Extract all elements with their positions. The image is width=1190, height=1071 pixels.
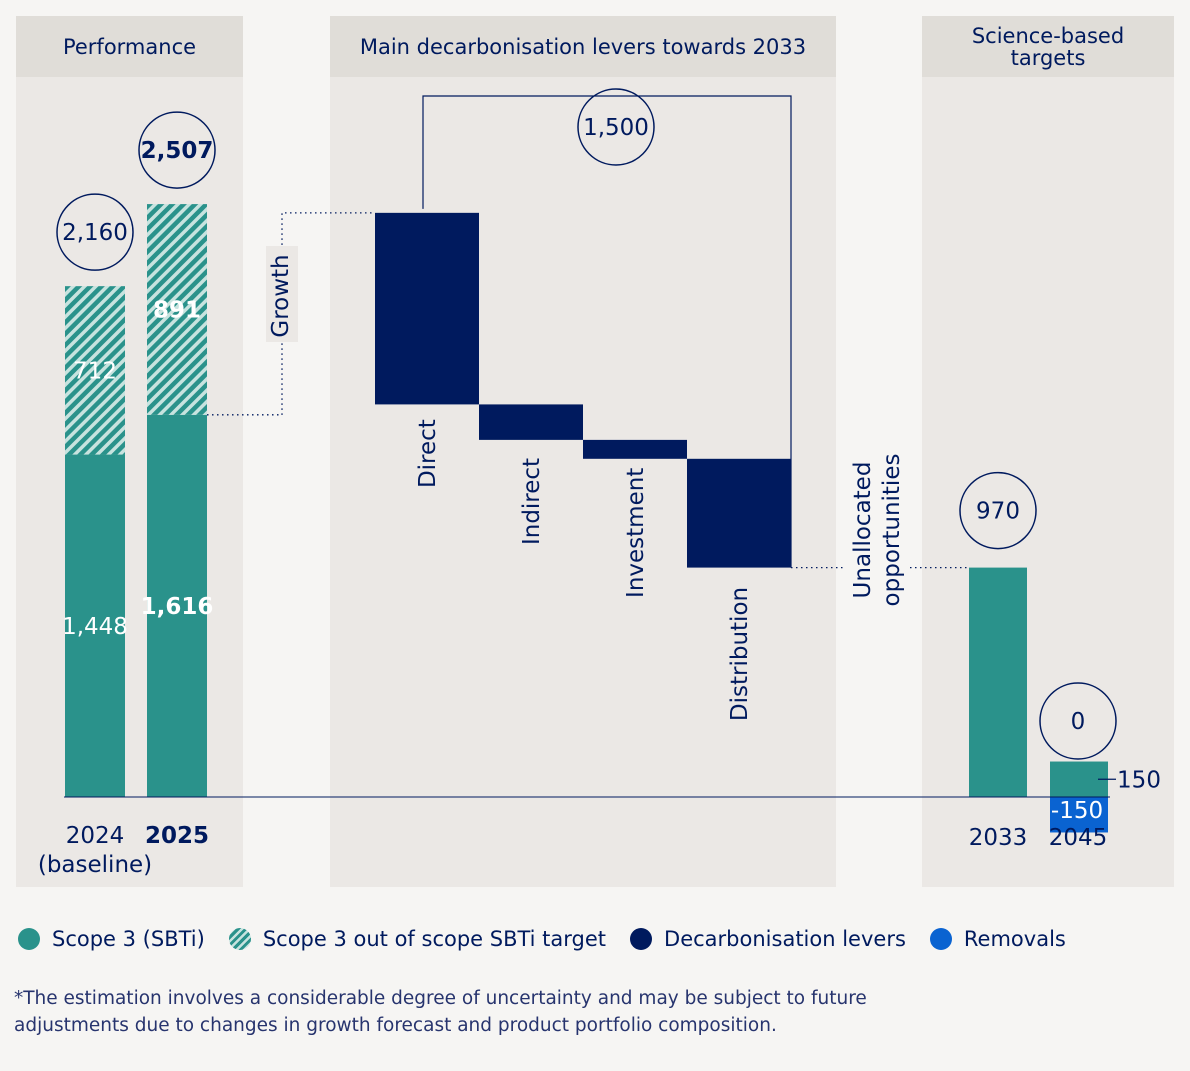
legend-item-removals: Removals [929,927,1066,951]
lever-bar-distribution [687,458,791,568]
bar-2024-out-of-scope [65,286,125,455]
lever-bar-indirect [479,404,583,440]
legend-item-scope3: Scope 3 (SBTi) [18,927,205,951]
lever-label-investment: Investment [623,468,649,598]
removals-swatch-icon [929,928,952,950]
levers-bracket [422,95,792,568]
growth-label: Growth [268,254,294,337]
legend-item-levers: Decarbonisation levers [630,927,906,951]
data-label-out-2025: 891 [153,297,201,323]
target-2045-circle [1039,682,1117,760]
total-2025-circle [138,111,216,189]
bar-2025-scope3 [147,414,207,797]
levers-swatch-icon [630,928,653,950]
target-bar-2033 [969,567,1027,797]
legend-label: Scope 3 out of scope SBTi target [262,927,607,951]
x-tick-2025: 2025 [145,823,209,849]
legend: Scope 3 (SBTi) Scope 3 out of scope SBTi… [18,927,1090,951]
legend-label: Decarbonisation levers [664,927,906,951]
scope3-2045-data-label: 150 [1117,767,1161,793]
bar-2025-out-of-scope [147,204,207,415]
target-2045-label: 0 [1071,709,1086,735]
data-label-out-2024: 712 [73,358,117,384]
x-tick-2045: 2045 [1049,825,1108,851]
x-tick-sub-2024: (baseline) [38,852,152,878]
removals-data-label: -150 [1051,798,1103,824]
lever-label-direct: Direct [415,419,441,488]
targets-panel [922,16,1174,887]
lever-bar-investment [583,439,687,459]
levers-total-circle [577,88,655,166]
target-bar-2045-removals [1050,797,1108,833]
unallocated-label-line1: Unallocated [850,462,876,599]
bar-2024-scope3 [65,454,125,797]
total-2024-circle [56,193,134,271]
target-2033-label: 970 [976,499,1020,525]
unallocated-label-line2: opportunities [879,454,905,607]
target-2033-circle [959,471,1037,550]
x-tick-2033: 2033 [969,825,1028,851]
targets-header: Science-based targets [922,16,1174,77]
legend-label: Removals [963,927,1066,951]
x-tick-2024: 2024 [66,823,125,849]
lever-bar-direct [375,212,479,405]
total-2025-label: 2,507 [141,138,214,164]
performance-header: Performance [16,16,243,77]
data-label-scope3-2024: 1,448 [62,614,128,640]
footnote: *The estimation involves a considerable … [14,988,867,1036]
levers-total-label: 1,500 [583,115,649,141]
lever-label-distribution: Distribution [727,587,753,721]
growth-label-bg [266,246,298,342]
legend-item-out-of-scope: Scope 3 out of scope SBTi target [228,927,607,951]
total-2024-label: 2,160 [62,220,128,246]
levers-header: Main decarbonisation levers towards 2033 [330,16,836,77]
lever-label-indirect: Indirect [519,458,545,545]
hatched-swatch-icon [228,928,251,950]
scope3-swatch-icon [18,928,40,950]
legend-label: Scope 3 (SBTi) [52,927,205,951]
emissions-chart: 1,448 712 2,160 2024 (baseline) 1,616 891 2,507… [38,88,1161,878]
data-label-scope3-2025: 1,616 [141,594,214,620]
